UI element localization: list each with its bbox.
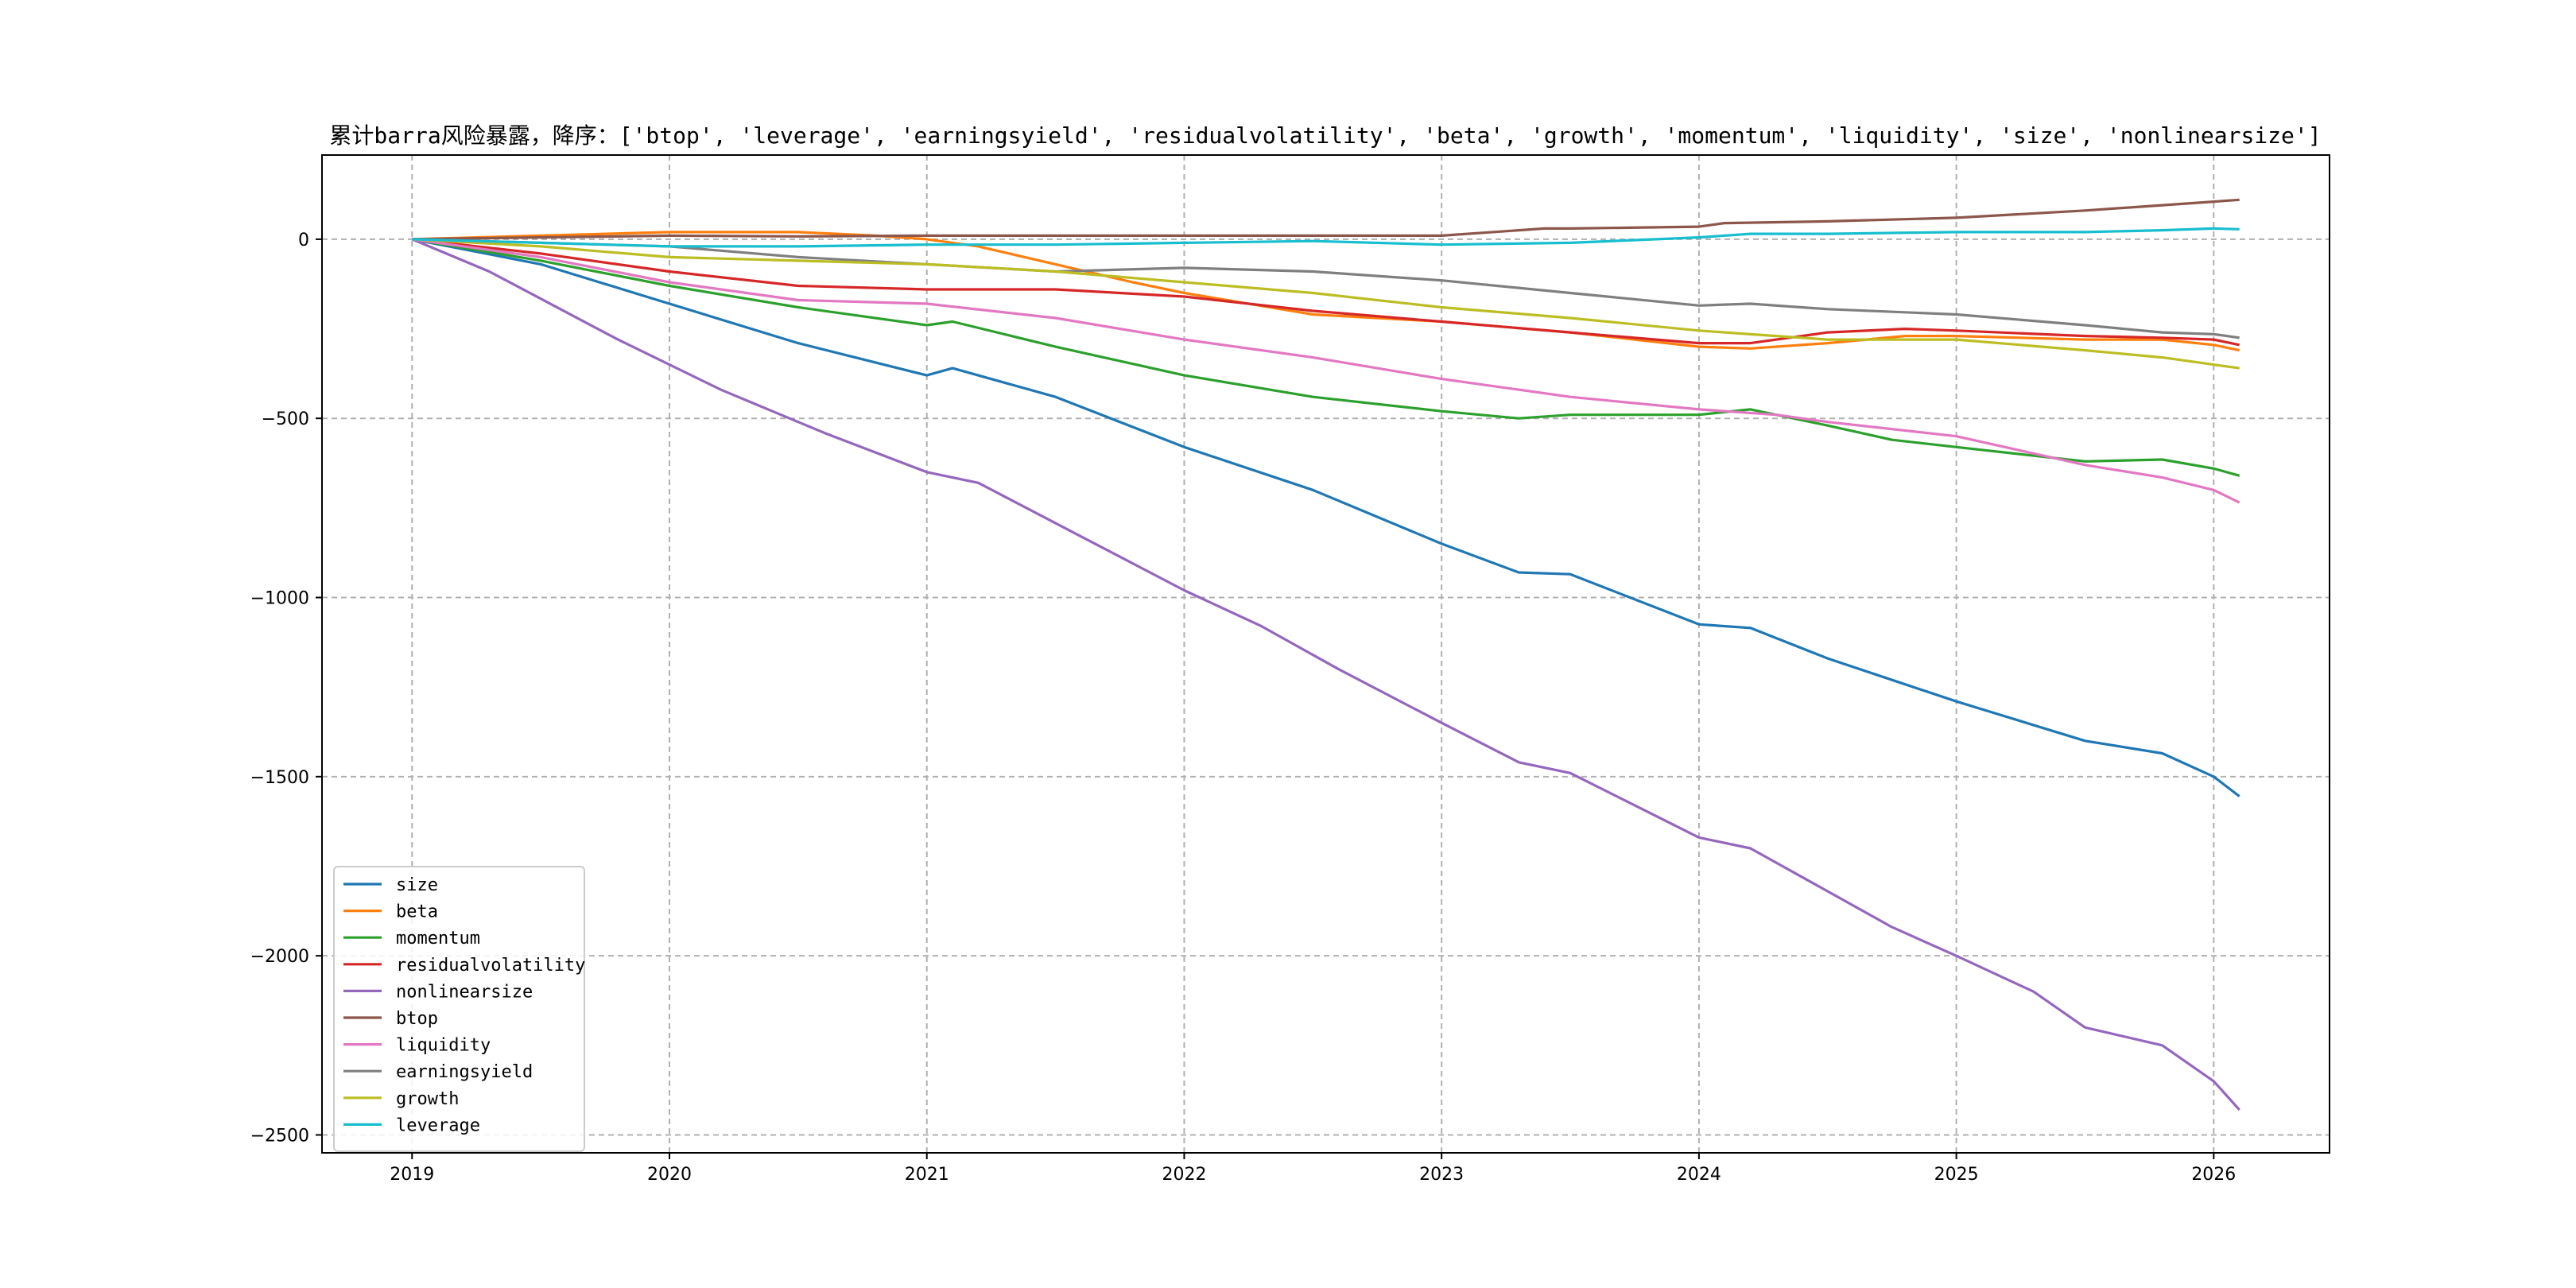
- series-line-leverage: [412, 227, 2240, 248]
- series-line-residualvolatility: [412, 238, 2240, 347]
- series-line-growth: [412, 238, 2240, 370]
- legend-label-size: size: [396, 875, 438, 895]
- x-tick-label: 2026: [2191, 1165, 2236, 1185]
- series-line-btop: [412, 198, 2240, 241]
- legend-label-earningsyield: earningsyield: [396, 1062, 533, 1082]
- legend-label-btop: btop: [396, 1009, 438, 1029]
- x-tick-label: 2024: [1677, 1165, 1721, 1185]
- y-tick-label: −2500: [250, 1126, 309, 1146]
- chart-title: 累计barra风险暴露，降序：['btop', 'leverage', 'ear…: [329, 122, 2321, 149]
- legend-label-nonlinearsize: nonlinearsize: [396, 982, 533, 1002]
- series-line-size: [411, 238, 2240, 797]
- legend-label-residualvolatility: residualvolatility: [396, 956, 585, 976]
- legend-box: [333, 866, 585, 1152]
- series-line-nonlinearsize: [411, 238, 2240, 1111]
- legend-label-beta: beta: [396, 902, 438, 922]
- y-tick-label: −1000: [250, 589, 309, 609]
- series-line-liquidity: [412, 238, 2240, 504]
- legend-label-momentum: momentum: [396, 929, 480, 949]
- legend: size beta momentum residualvolatility nonlin…: [333, 866, 585, 1152]
- series-lines: [411, 198, 2240, 1111]
- x-tick-label: 2023: [1419, 1165, 1464, 1185]
- x-tick-label: 2021: [905, 1165, 949, 1185]
- grid: [322, 155, 2330, 1153]
- y-tick-label: −1500: [250, 768, 309, 788]
- y-tick-label: 0: [298, 231, 309, 250]
- plot-area-frame: [321, 154, 2330, 1154]
- y-tick-label: −500: [262, 409, 309, 429]
- x-tick-label: 2019: [390, 1165, 434, 1185]
- x-tick-label: 2020: [647, 1165, 692, 1185]
- series-line-earningsyield: [412, 238, 2240, 339]
- x-tick-label: 2022: [1162, 1165, 1206, 1185]
- legend-label-growth: growth: [396, 1089, 459, 1109]
- axis-ticks: 2019 2020 2021 2022 2023 2024 2025 2026 0 −500 −10…: [250, 231, 2237, 1185]
- legend-label-leverage: leverage: [396, 1115, 480, 1135]
- legend-label-liquidity: liquidity: [396, 1036, 491, 1056]
- x-tick-label: 2025: [1934, 1165, 1979, 1185]
- series-line-beta: [412, 231, 2240, 352]
- y-tick-label: −2000: [250, 947, 309, 967]
